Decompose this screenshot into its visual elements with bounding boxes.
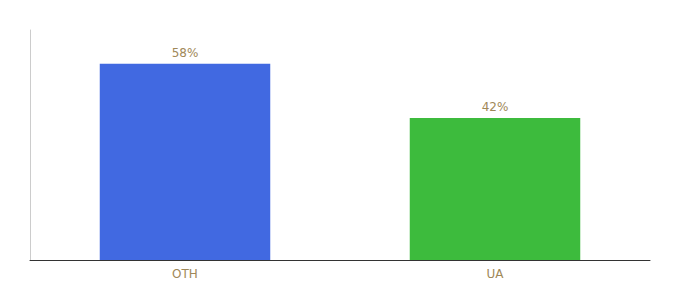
svg-text:42%: 42%: [482, 100, 509, 114]
svg-text:UA: UA: [487, 267, 505, 281]
svg-text:58%: 58%: [172, 46, 199, 60]
svg-text:OTH: OTH: [172, 267, 198, 281]
